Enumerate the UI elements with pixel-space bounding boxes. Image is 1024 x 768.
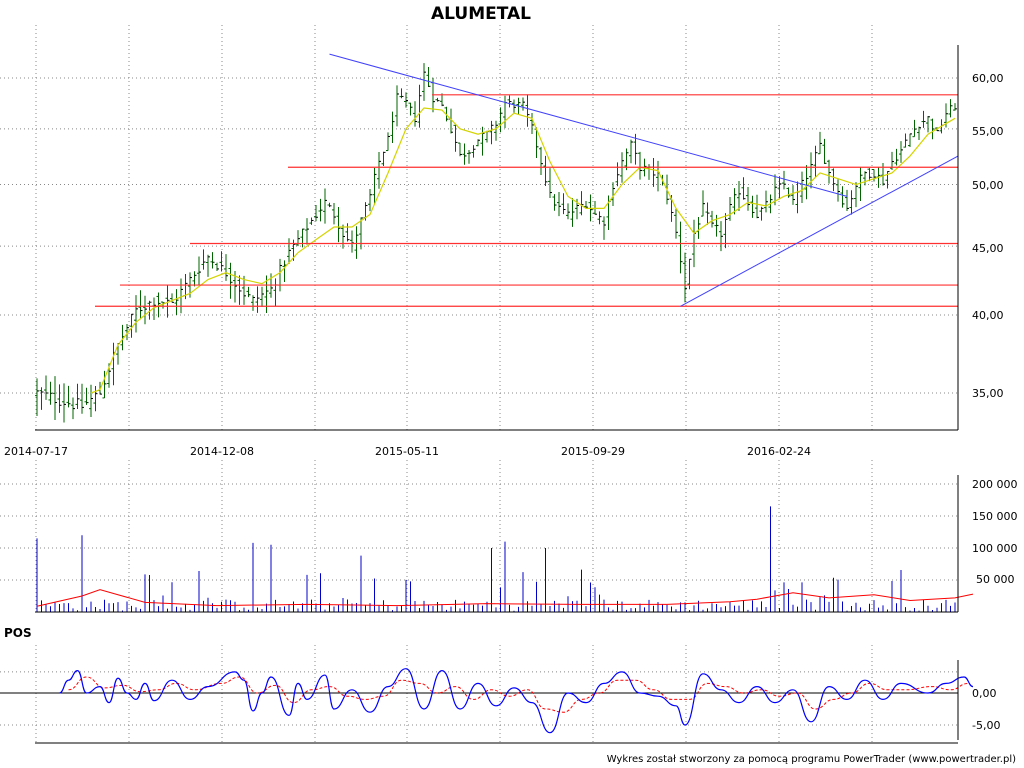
price-bars [35, 63, 957, 423]
trendlines-layer [329, 53, 959, 307]
price-tick-label: 55,00 [972, 125, 1004, 138]
price-tick-label: 35,00 [972, 387, 1004, 400]
oscillator-grid [0, 645, 958, 743]
date-tick-labels: 2014-07-17 2014-12-08 2015-05-11 2015-09… [4, 445, 811, 458]
footer-credit: Wykres został stworzony za pomocą progra… [607, 754, 1016, 765]
oscillator-lines [59, 668, 974, 734]
volume-average-line [36, 589, 974, 607]
oscillator-pane: POS 0,00 -5,00 [0, 626, 1000, 744]
price-y-ticks: 60,00 55,00 50,00 45,00 40,00 35,00 [972, 72, 1004, 400]
volume-grid [0, 460, 958, 612]
oscillator-label: POS [4, 626, 32, 640]
date-tick-label: 2016-02-24 [747, 445, 811, 458]
oscillator-line [59, 668, 974, 734]
date-tick-label: 2014-12-08 [190, 445, 254, 458]
date-tick-label: 2014-07-17 [4, 445, 68, 458]
support-levels-layer [95, 94, 958, 307]
volume-average-layer [36, 589, 974, 607]
signal-line [68, 676, 969, 713]
price-tick-label: 40,00 [972, 309, 1004, 322]
volume-bars [36, 506, 956, 612]
price-tick-label: 45,00 [972, 242, 1004, 255]
volume-pane: 200 000 150 000 100 000 50 000 [0, 460, 1018, 613]
volume-tick-label: 50 000 [976, 573, 1015, 586]
oscillator-tick-label: 0,00 [972, 687, 997, 700]
trendline [329, 53, 848, 197]
volume-tick-label: 150 000 [972, 510, 1018, 523]
trendline [680, 155, 959, 307]
date-tick-label: 2015-05-11 [375, 445, 439, 458]
oscillator-tick-label: -5,00 [972, 719, 1000, 732]
price-pane: 60,00 55,00 50,00 45,00 40,00 35,00 2014… [0, 25, 1004, 458]
moving-average-line [90, 107, 956, 394]
moving-average-layer [90, 107, 956, 394]
volume-tick-label: 200 000 [972, 478, 1018, 491]
price-grid [0, 25, 958, 430]
price-tick-label: 50,00 [972, 179, 1004, 192]
chart-title: ALUMETAL [431, 4, 531, 24]
volume-tick-label: 100 000 [972, 542, 1018, 555]
price-tick-label: 60,00 [972, 72, 1004, 85]
date-tick-label: 2015-09-29 [561, 445, 625, 458]
